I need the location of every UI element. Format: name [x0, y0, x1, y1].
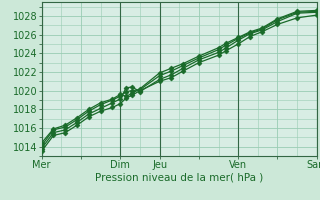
X-axis label: Pression niveau de la mer( hPa ): Pression niveau de la mer( hPa ) [95, 173, 263, 183]
